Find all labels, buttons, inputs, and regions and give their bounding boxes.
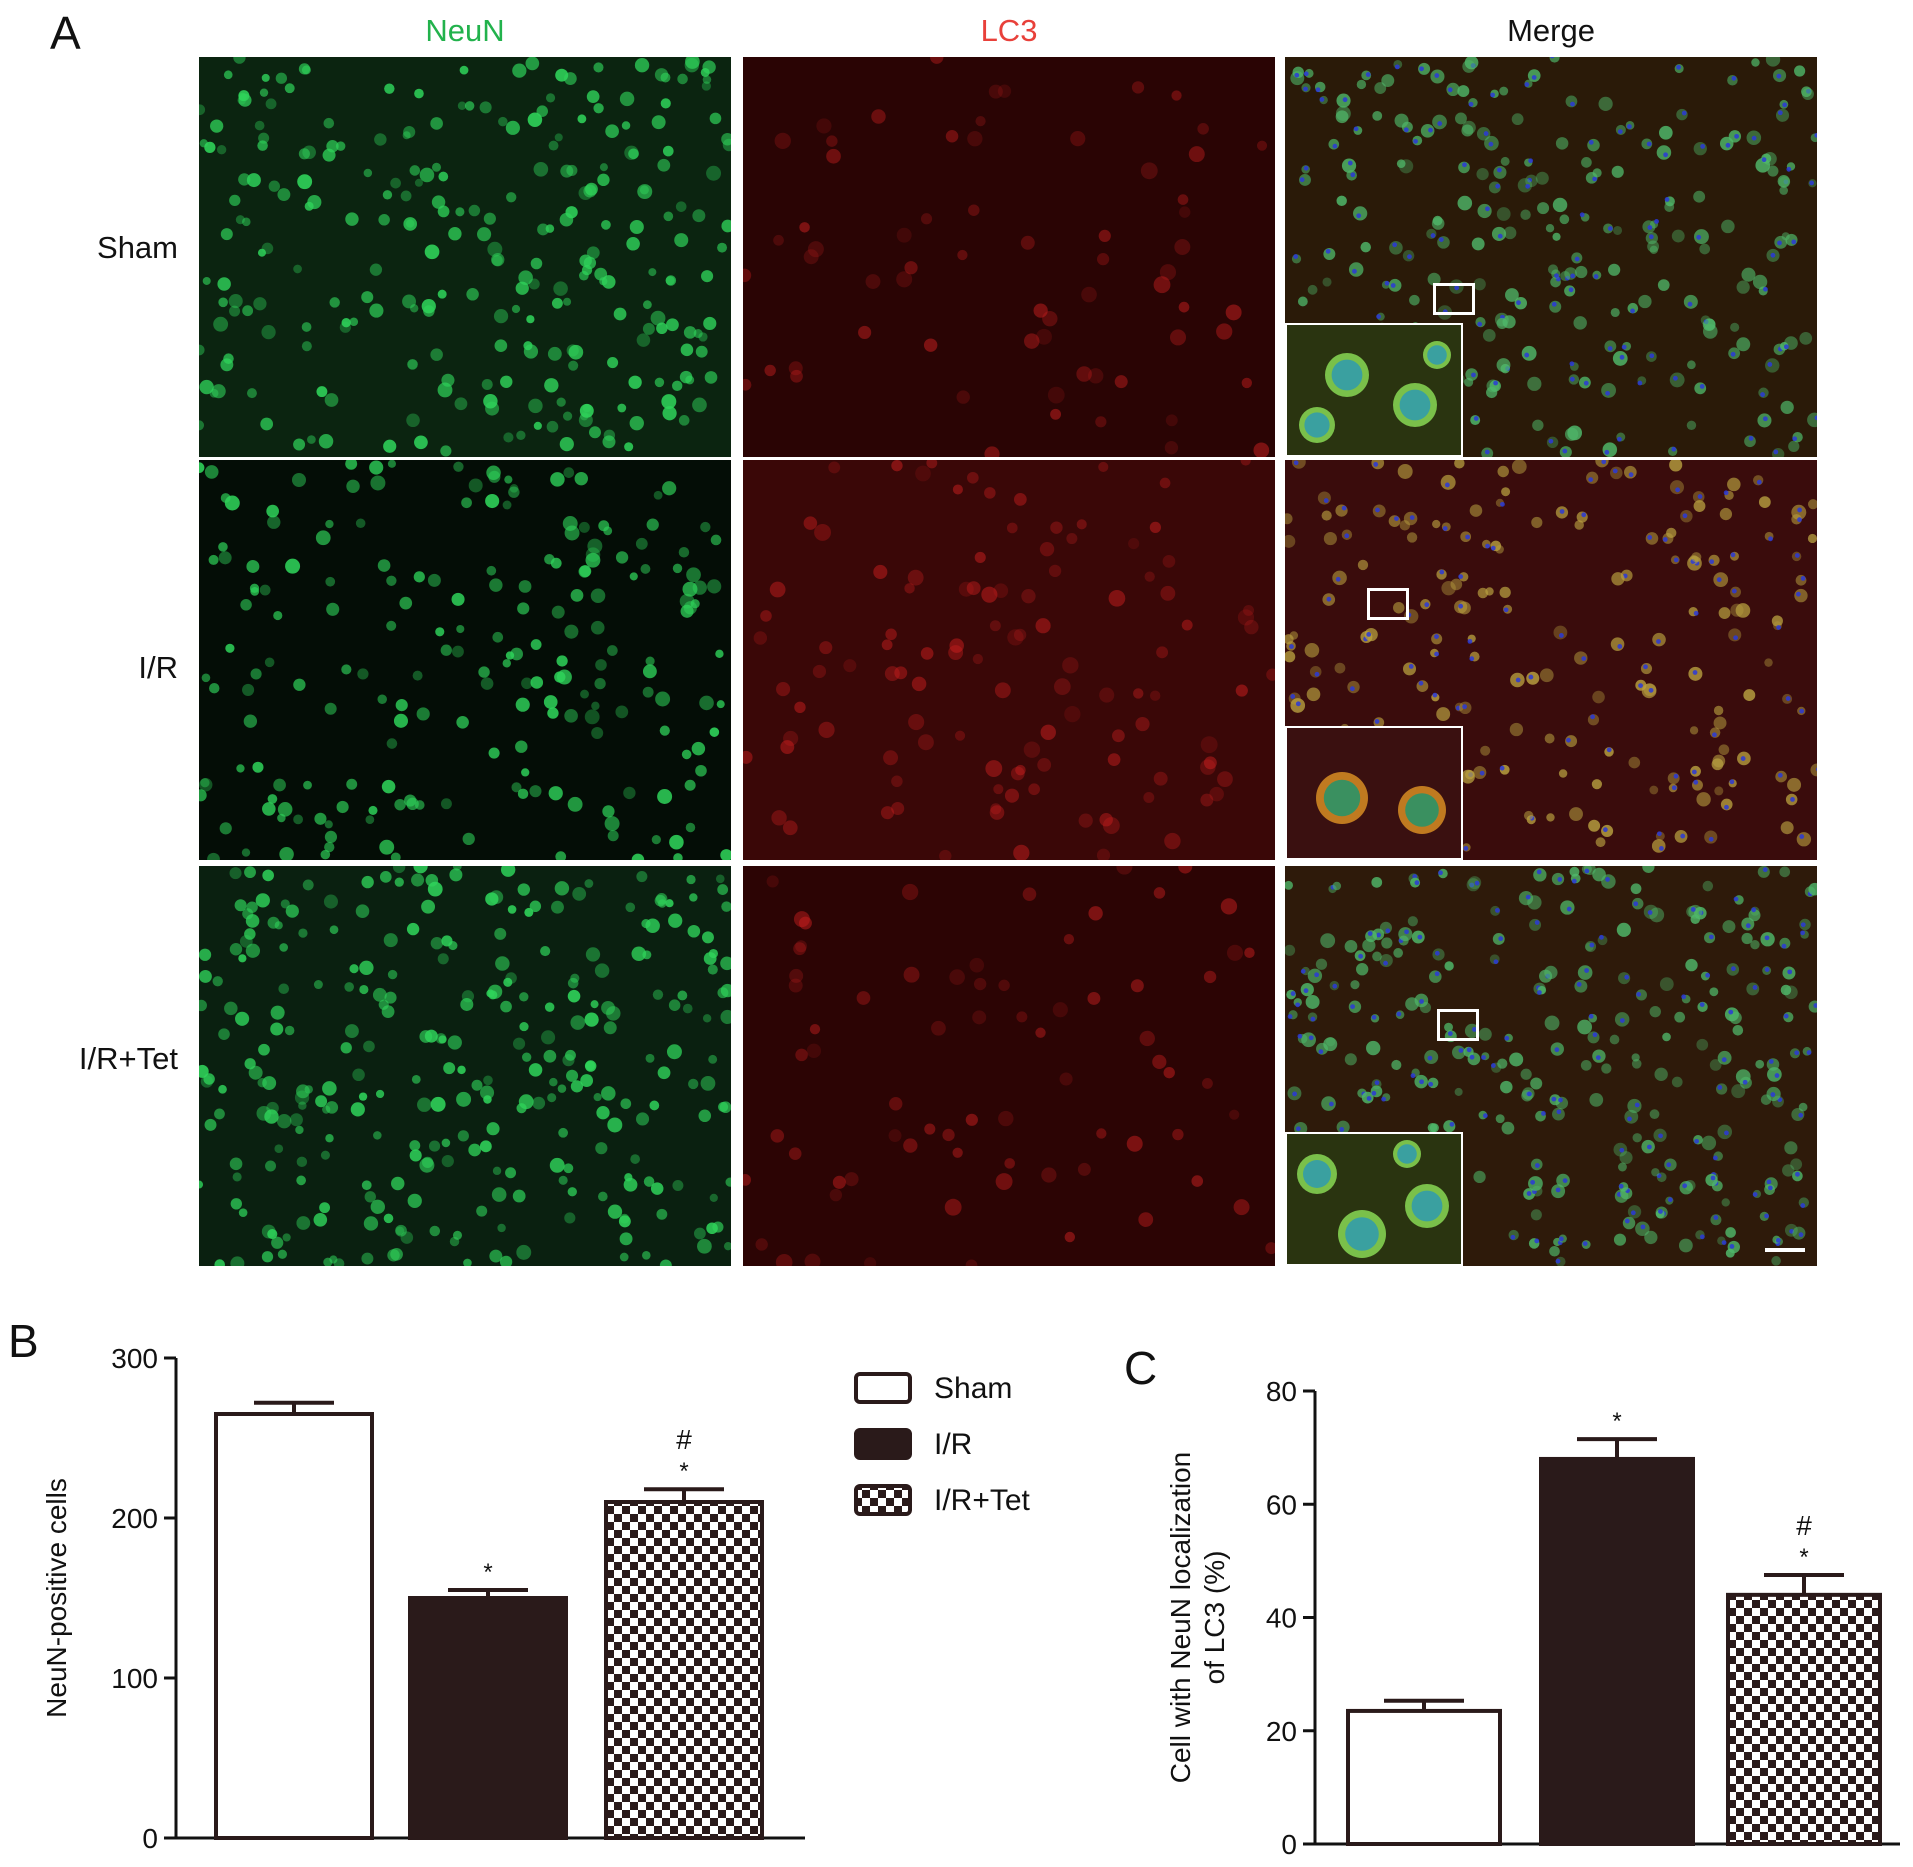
row-label-ir-tet: I/R+Tet	[78, 1041, 178, 1076]
legend-swatch-sham	[854, 1372, 912, 1404]
chart-b: 0 100 200 300 NeuN-positive cells * * # Sham I/R I…	[41, 1343, 1030, 1854]
micrograph-sham-merge	[1285, 57, 1817, 457]
micrograph-ir-tet-lc3	[743, 866, 1275, 1266]
bar-i-r	[1539, 1456, 1695, 1846]
roi-box-sham	[1433, 283, 1475, 315]
micrograph-ir-tet-neun	[199, 866, 731, 1266]
bar-i-r-tet	[604, 1500, 764, 1840]
y-tick-label: 40	[1266, 1603, 1297, 1634]
bar-sham	[1346, 1708, 1502, 1846]
micrograph-ir-tet-merge	[1285, 866, 1817, 1266]
legend-label: I/R+Tet	[934, 1484, 1030, 1517]
y-tick-label: 60	[1266, 1489, 1297, 1520]
legend-swatch-i-r	[854, 1428, 912, 1460]
inset-magnified-ir	[1285, 726, 1463, 860]
y-axis-label: NeuN-positive cells	[41, 1478, 72, 1718]
y-tick-label: 0	[142, 1823, 158, 1854]
row-label-ir: I/R	[138, 650, 178, 685]
column-header-neun: NeuN	[425, 13, 505, 48]
y-tick-label: 300	[111, 1343, 158, 1374]
panel-letter-a: A	[50, 7, 81, 59]
panel-letter-c: C	[1124, 1342, 1158, 1394]
panel-letter-b: B	[8, 1315, 39, 1367]
y-tick-label: 80	[1266, 1376, 1297, 1407]
y-tick-label: 20	[1266, 1716, 1297, 1747]
row-label-sham: Sham	[97, 230, 178, 265]
y-axis-label: of LC3 (%)	[1199, 1551, 1230, 1685]
column-header-lc3: LC3	[980, 13, 1038, 48]
micrograph-ir-neun	[199, 460, 731, 860]
scale-bar	[1765, 1248, 1805, 1252]
significance-mark: #	[1796, 1510, 1812, 1541]
bar-sham	[214, 1412, 374, 1840]
legend-label: I/R	[934, 1428, 972, 1461]
y-axis-label: Cell with NeuN localization	[1165, 1452, 1196, 1783]
significance-mark: *	[679, 1458, 688, 1485]
y-tick-label: 100	[111, 1663, 158, 1694]
chart-c: 0 20 40 60 80 Cell with NeuN localization of L…	[1165, 1376, 1900, 1860]
micrograph-sham-neun	[199, 57, 731, 457]
legend-label: Sham	[934, 1372, 1012, 1405]
micrograph-ir-merge	[1285, 460, 1817, 860]
y-tick-label: 0	[1281, 1829, 1297, 1860]
significance-mark: *	[1612, 1408, 1621, 1435]
micrograph-sham-lc3	[743, 57, 1275, 457]
y-tick-label: 200	[111, 1503, 158, 1534]
significance-mark: *	[483, 1559, 492, 1586]
bar-i-r-tet	[1726, 1592, 1882, 1846]
roi-box-ir	[1367, 588, 1409, 620]
significance-mark: #	[676, 1424, 692, 1455]
roi-box-ir-tet	[1437, 1009, 1479, 1041]
legend-swatch-i-r-tet	[854, 1484, 912, 1516]
significance-mark: *	[1799, 1544, 1808, 1571]
inset-magnified-ir-tet	[1285, 1132, 1463, 1266]
micrograph-ir-lc3	[743, 460, 1275, 860]
bar-i-r	[408, 1596, 568, 1840]
inset-magnified-sham	[1285, 323, 1463, 457]
column-header-merge: Merge	[1507, 13, 1595, 48]
